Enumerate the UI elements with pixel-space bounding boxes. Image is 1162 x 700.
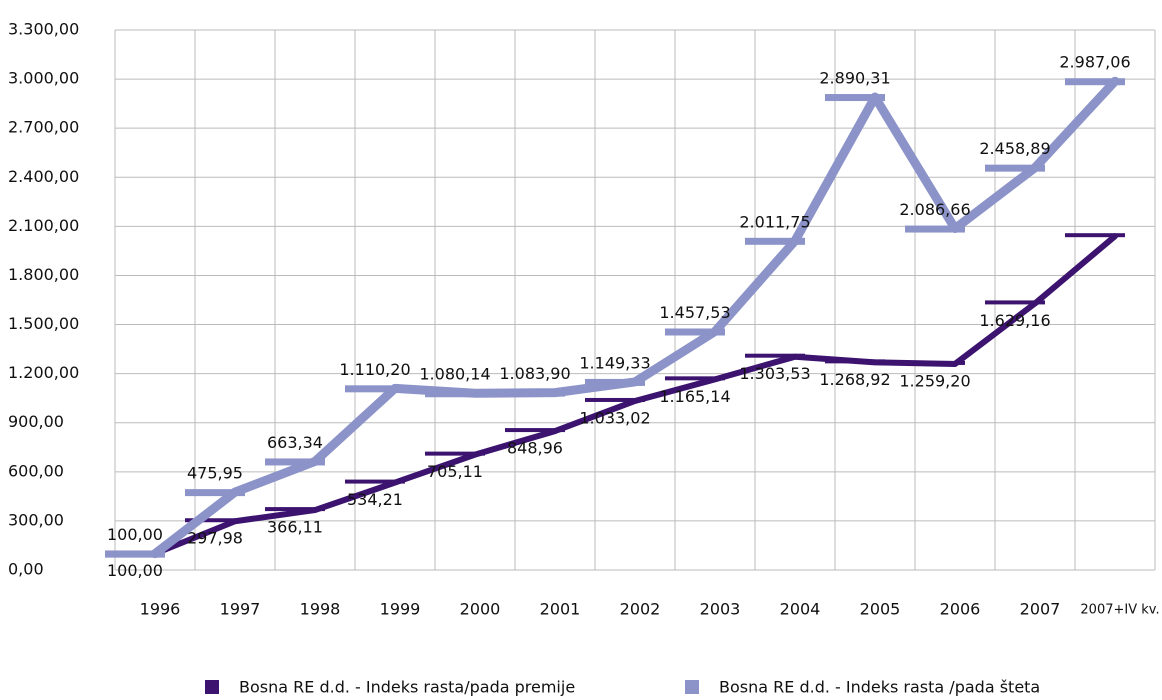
value-marker <box>745 237 805 245</box>
value-marker <box>265 507 325 512</box>
data-label: 1.629,16 <box>979 311 1050 330</box>
legend-swatch <box>685 680 699 694</box>
data-label: 366,11 <box>267 518 323 537</box>
data-label: 2.086,66 <box>899 200 970 219</box>
y-tick-label: 2.100,00 <box>8 216 79 235</box>
data-label: 2.458,89 <box>979 139 1050 158</box>
value-marker <box>185 518 245 523</box>
data-label: 100,00 <box>107 561 163 580</box>
legend-swatch <box>205 680 219 694</box>
value-marker <box>825 94 885 102</box>
data-label: 475,95 <box>187 464 243 483</box>
x-tick-label: 2005 <box>860 600 901 619</box>
y-tick-label: 3.300,00 <box>8 20 79 39</box>
value-marker <box>905 360 965 365</box>
data-label: 2.890,31 <box>819 69 890 88</box>
legend-label: Bosna RE d.d. - Indeks rasta /pada šteta <box>719 678 1040 697</box>
x-tick-label: 2003 <box>700 600 741 619</box>
data-label: 1.080,14 <box>419 365 490 384</box>
x-tick-label: 1998 <box>300 600 341 619</box>
y-tick-label: 300,00 <box>8 510 64 529</box>
data-label: 1.083,90 <box>499 364 570 383</box>
y-tick-label: 1.800,00 <box>8 265 79 284</box>
y-tick-label: 600,00 <box>8 461 64 480</box>
y-tick-label: 2.400,00 <box>8 167 79 186</box>
value-marker <box>345 385 405 393</box>
data-label: 848,96 <box>507 439 563 458</box>
value-marker <box>985 164 1045 172</box>
y-tick-label: 0,00 <box>8 560 44 579</box>
value-marker <box>185 489 245 497</box>
value-marker <box>265 458 325 466</box>
x-tick-label: 1999 <box>380 600 421 619</box>
x-tick-label: 1997 <box>220 600 261 619</box>
value-marker <box>905 225 965 233</box>
value-marker <box>665 376 725 381</box>
x-tick-label: 2004 <box>780 600 821 619</box>
legend-label: Bosna RE d.d. - Indeks rasta/pada premij… <box>239 678 575 697</box>
value-marker <box>745 353 805 358</box>
value-marker <box>505 389 565 397</box>
x-tick-label: 2001 <box>540 600 581 619</box>
data-label: 100,00 <box>107 525 163 544</box>
data-label: 534,21 <box>347 490 403 509</box>
series-line <box>152 233 1118 557</box>
x-tick-label: 2002 <box>620 600 661 619</box>
data-label: 1.033,02 <box>579 408 650 427</box>
value-marker <box>425 390 485 398</box>
y-tick-label: 900,00 <box>8 412 64 431</box>
data-label: 705,11 <box>427 462 483 481</box>
series-line <box>150 76 1120 559</box>
value-marker <box>425 451 485 456</box>
data-label: 297,98 <box>187 529 243 548</box>
data-label: 1.110,20 <box>339 360 410 379</box>
data-label: 2.011,75 <box>739 212 810 231</box>
data-label: 1.457,53 <box>659 303 730 322</box>
value-marker <box>665 328 725 336</box>
value-marker <box>585 397 645 402</box>
data-label: 1.303,53 <box>739 364 810 383</box>
value-marker <box>105 550 165 558</box>
value-marker <box>1065 78 1125 86</box>
y-tick-label: 1.500,00 <box>8 314 79 333</box>
y-tick-label: 1.200,00 <box>8 363 79 382</box>
data-label: 2.987,06 <box>1059 53 1130 72</box>
data-label: 1.149,33 <box>579 353 650 372</box>
x-tick-label: 1996 <box>140 600 181 619</box>
data-label: 1.165,14 <box>659 387 730 406</box>
value-marker <box>1065 233 1125 238</box>
y-tick-label: 2.700,00 <box>8 118 79 137</box>
x-tick-label: 2007 <box>1020 600 1061 619</box>
x-tick-label: 2000 <box>460 600 501 619</box>
value-marker <box>505 428 565 433</box>
x-tick-label: 2006 <box>940 600 981 619</box>
data-label: 663,34 <box>267 433 323 452</box>
value-marker <box>585 378 645 386</box>
data-label: 1.259,20 <box>899 371 970 390</box>
value-marker <box>985 300 1045 305</box>
value-marker <box>825 359 885 364</box>
x-tick-label: 2007+IV kv. <box>1080 603 1159 618</box>
y-tick-label: 3.000,00 <box>8 69 79 88</box>
value-marker <box>345 479 405 484</box>
data-label: 1.268,92 <box>819 370 890 389</box>
